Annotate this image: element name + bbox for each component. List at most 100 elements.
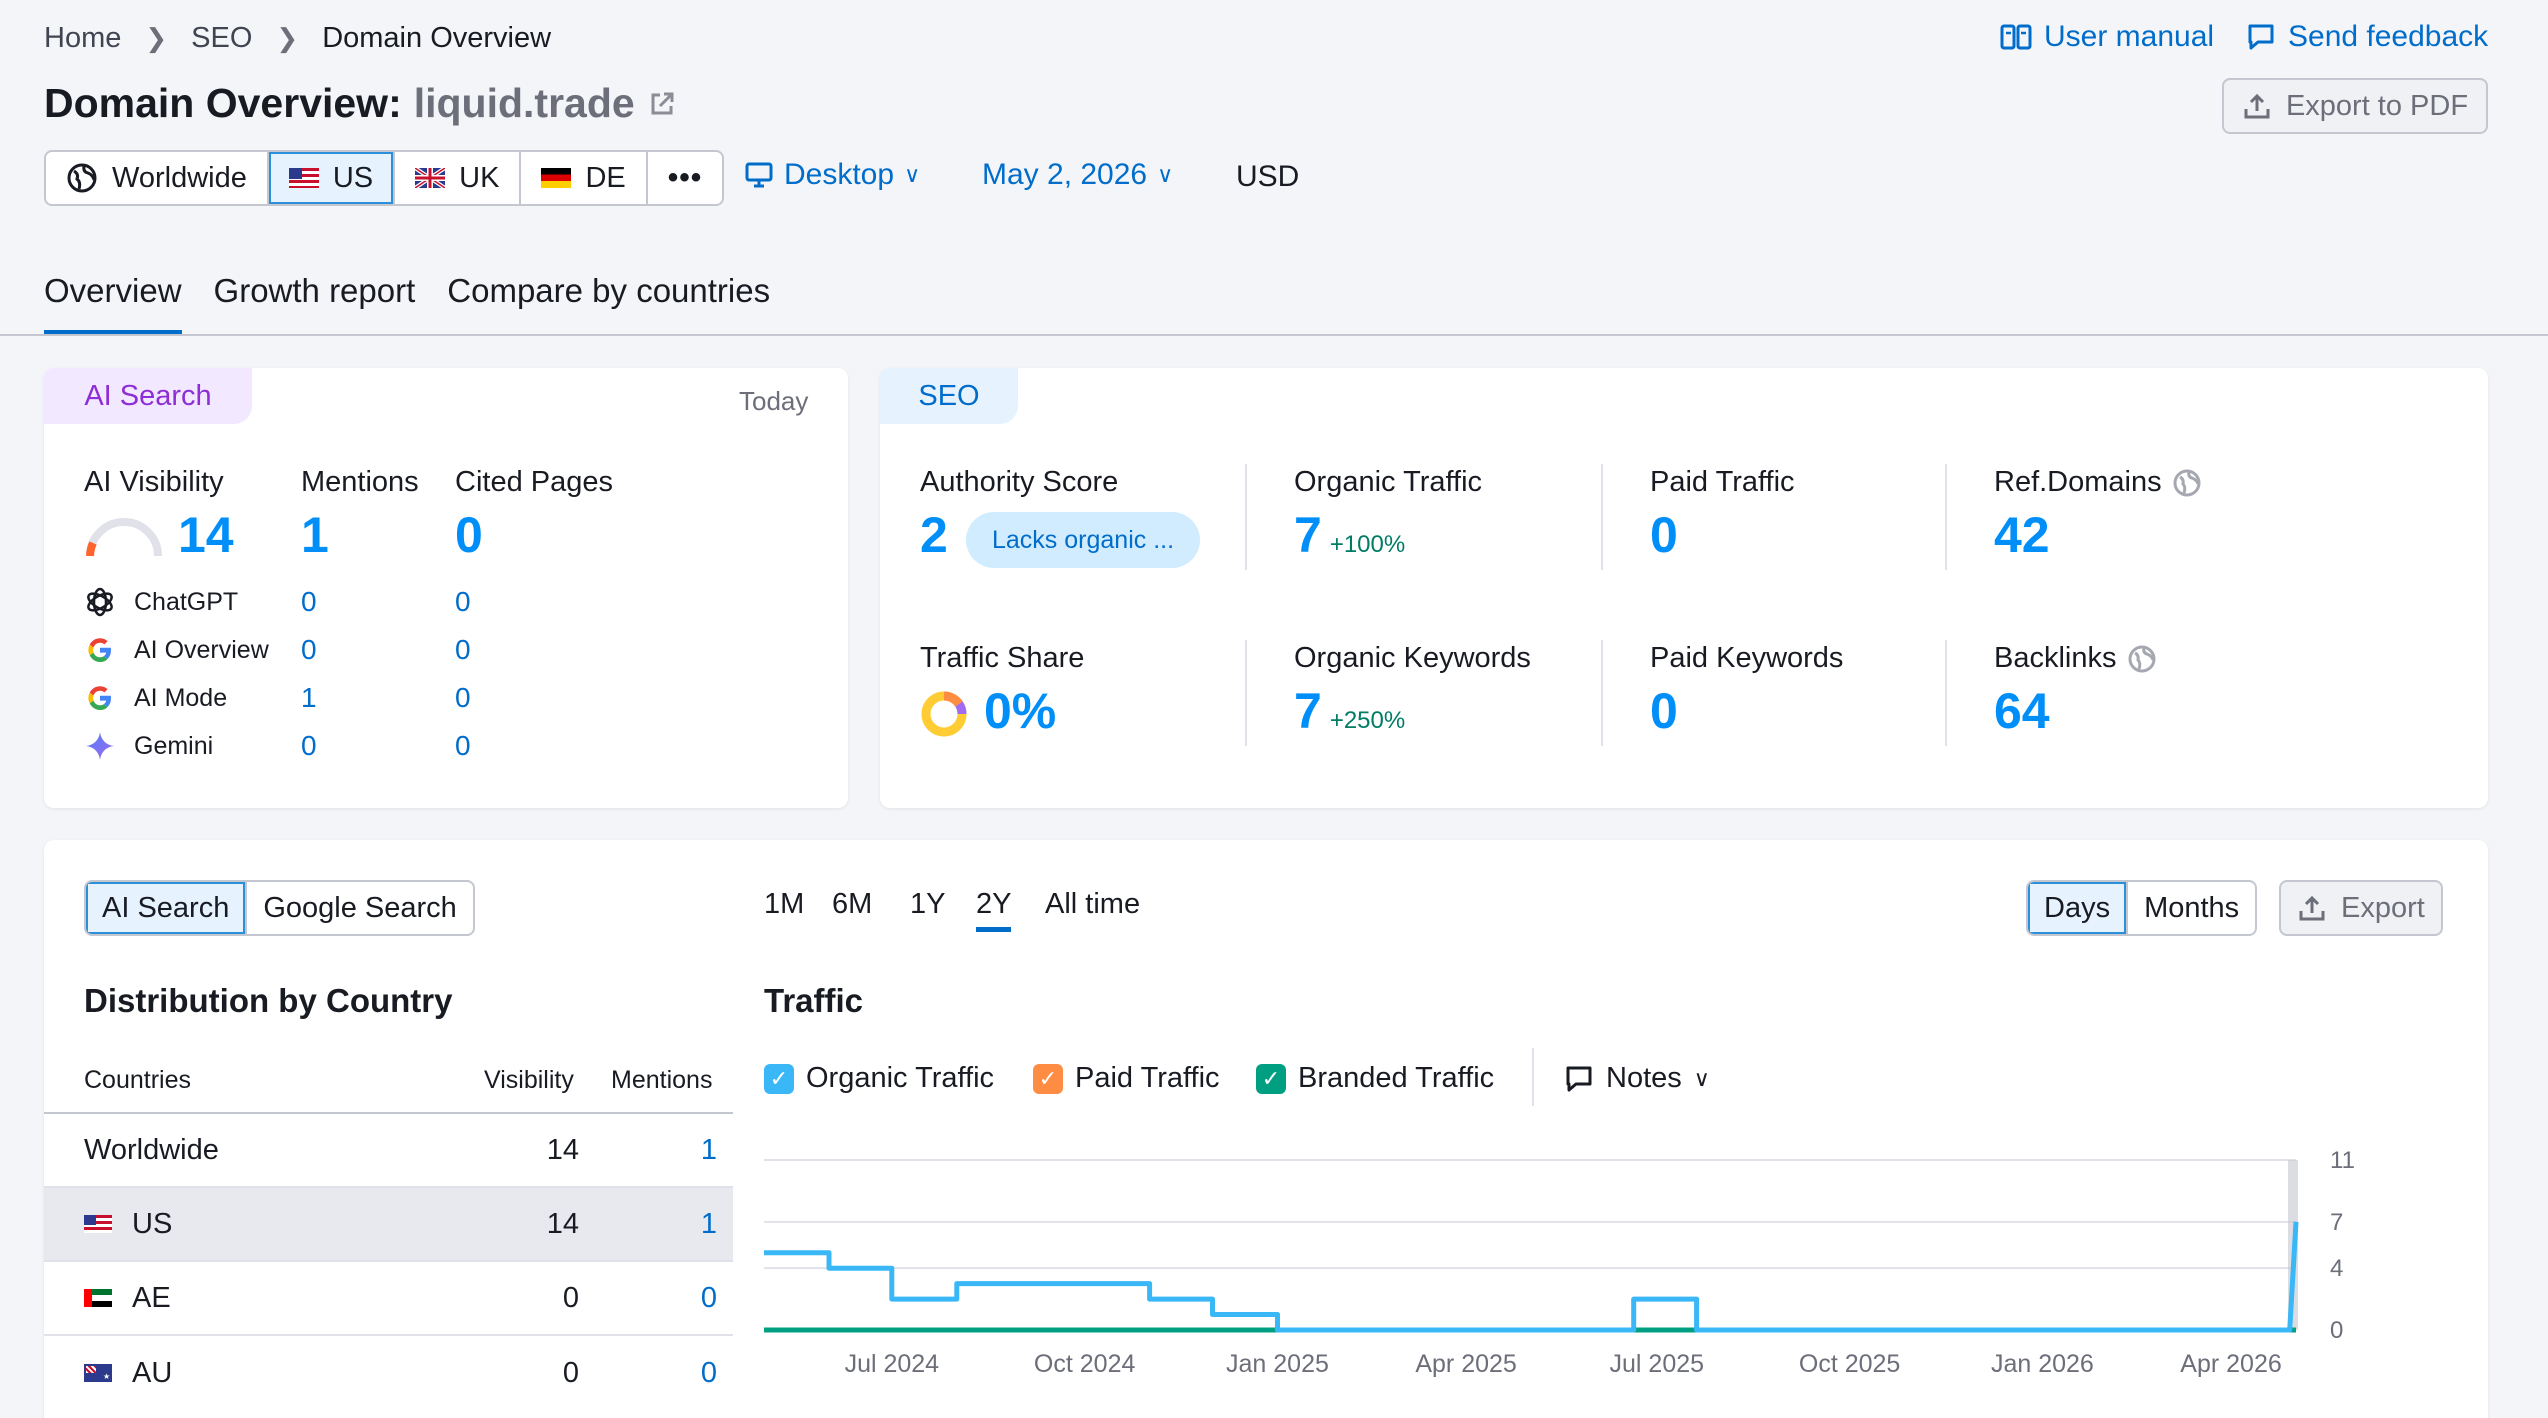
ai-overview-cited[interactable]: 0	[455, 634, 471, 665]
country-label: US	[332, 161, 374, 194]
currency-label: USD	[1236, 160, 1300, 193]
distribution-title: Distribution by Country	[84, 982, 453, 1019]
export-button[interactable]: Export	[2279, 880, 2443, 936]
x-tick-label: Jan 2025	[1226, 1350, 1329, 1378]
divider	[1601, 464, 1603, 570]
breadcrumb-home[interactable]: Home	[44, 22, 122, 54]
notes-dropdown[interactable]: Notes ∨	[1564, 1062, 1710, 1095]
ai-visibility-value[interactable]: 14	[178, 507, 234, 563]
tab-compare-by-countries[interactable]: Compare by countries	[447, 272, 771, 309]
divider	[1245, 640, 1247, 746]
cited-pages-value[interactable]: 0	[455, 507, 483, 563]
seo-tag: SEO	[880, 368, 1018, 424]
chatgpt-mentions[interactable]: 0	[301, 586, 317, 617]
country-de-button[interactable]: DE	[521, 152, 648, 204]
organic-keywords-value[interactable]: 7	[1294, 683, 1322, 739]
y-tick-label: 11	[2330, 1147, 2355, 1174]
table-row[interactable]: ★ AU 0 0	[44, 1336, 733, 1410]
more-countries-button[interactable]: •••	[648, 152, 723, 204]
row-mentions[interactable]: 0	[700, 1281, 717, 1314]
x-tick-label: Jan 2026	[1991, 1350, 2094, 1378]
ref-domains-value[interactable]: 42	[1994, 507, 2050, 563]
tab-growth-report[interactable]: Growth report	[213, 272, 416, 309]
traffic-share-donut-icon	[921, 691, 967, 737]
table-row[interactable]: AE 0 0	[44, 1262, 733, 1336]
range-1y[interactable]: 1Y	[910, 888, 946, 920]
x-tick-label: Apr 2026	[2180, 1350, 2281, 1378]
table-row[interactable]: Worldwide 14 1	[44, 1114, 733, 1188]
range-all-time[interactable]: All time	[1045, 888, 1141, 920]
organic-traffic-label: Organic Traffic	[1294, 466, 1483, 498]
chevron-down-icon: ∨	[1693, 1065, 1710, 1091]
divider	[1601, 640, 1603, 746]
country-uk-button[interactable]: UK	[395, 152, 522, 204]
mentions-value[interactable]: 1	[301, 507, 329, 563]
ai-mode-mentions[interactable]: 1	[301, 682, 317, 713]
organic-traffic-value[interactable]: 7	[1294, 507, 1322, 563]
date-dropdown[interactable]: May 2, 2026 ∨	[982, 158, 1173, 192]
send-feedback-label: Send feedback	[2288, 20, 2489, 53]
page-title-prefix: Domain Overview:	[44, 80, 402, 126]
organic-keywords-label: Organic Keywords	[1294, 642, 1531, 674]
platform-name: AI Overview	[134, 635, 269, 664]
source-google-search-button[interactable]: Google Search	[263, 891, 457, 924]
country-us-button[interactable]: US	[268, 152, 396, 204]
legend-label: Branded Traffic	[1298, 1062, 1495, 1094]
legend-paid-traffic[interactable]: ✓ Paid Traffic	[1033, 1062, 1220, 1095]
paid-traffic-value[interactable]: 0	[1650, 507, 1678, 563]
row-mentions[interactable]: 0	[700, 1356, 717, 1389]
row-mentions[interactable]: 1	[700, 1133, 717, 1166]
granularity-toggle: Days Months	[2026, 880, 2258, 936]
message-icon	[2248, 24, 2274, 50]
lacks-organic-badge[interactable]: Lacks organic ...	[966, 512, 1201, 568]
main-tabs: Overview Growth report Compare by countr…	[44, 272, 770, 335]
country-worldwide-button[interactable]: Worldwide	[46, 152, 269, 204]
device-label: Desktop	[784, 158, 895, 191]
source-toggle: AI Search Google Search	[84, 880, 475, 936]
globe-icon	[67, 163, 97, 193]
platform-name: ChatGPT	[134, 587, 239, 616]
y-tick-label: 7	[2330, 1209, 2343, 1236]
user-manual-link[interactable]: User manual	[2000, 20, 2214, 54]
source-ai-search-button[interactable]: AI Search	[86, 882, 248, 934]
export-pdf-button[interactable]: Export to PDF	[2222, 78, 2488, 134]
platform-row-gemini: Gemini	[84, 730, 213, 762]
tab-overview[interactable]: Overview	[44, 272, 182, 335]
legend-branded-traffic[interactable]: ✓ Branded Traffic	[1256, 1062, 1494, 1095]
au-flag-icon: ★	[84, 1364, 112, 1382]
row-country: AE	[132, 1281, 171, 1314]
granularity-days-button[interactable]: Days	[2028, 882, 2129, 934]
external-link-icon[interactable]	[647, 89, 677, 119]
table-row[interactable]: US 14 1	[44, 1188, 733, 1262]
col-visibility[interactable]: Visibility	[484, 1066, 574, 1094]
ai-overview-mentions[interactable]: 0	[301, 634, 317, 665]
legend-divider	[1532, 1048, 1534, 1106]
backlinks-label-row: Backlinks	[1994, 642, 2157, 675]
legend-organic-traffic[interactable]: ✓ Organic Traffic	[764, 1062, 994, 1095]
today-label: Today	[739, 386, 809, 416]
paid-keywords-value[interactable]: 0	[1650, 683, 1678, 739]
send-feedback-link[interactable]: Send feedback	[2246, 20, 2488, 54]
checkbox-checked-icon: ✓	[764, 1063, 794, 1094]
traffic-share-value[interactable]: 0%	[984, 683, 1057, 739]
visibility-gauge-icon	[86, 518, 162, 557]
cited-pages-label: Cited Pages	[455, 466, 613, 498]
gemini-cited[interactable]: 0	[455, 730, 471, 761]
backlinks-value[interactable]: 64	[1994, 683, 2050, 739]
domain-link[interactable]: liquid.trade	[413, 80, 635, 126]
traffic-chart[interactable]: 0 4 7 11 Jul 2024 Oct 2024 Jan 2025 Apr 2025 Jul…	[740, 1140, 2380, 1418]
range-1m[interactable]: 1M	[764, 888, 805, 920]
authority-score-value[interactable]: 2	[920, 507, 948, 563]
device-dropdown[interactable]: Desktop ∨	[744, 158, 920, 192]
ai-search-tag: AI Search	[44, 368, 252, 424]
chatgpt-cited[interactable]: 0	[455, 586, 471, 617]
range-2y[interactable]: 2Y	[976, 888, 1012, 932]
range-6m[interactable]: 6M	[832, 888, 873, 920]
breadcrumb-seo[interactable]: SEO	[191, 22, 253, 54]
ai-mode-cited[interactable]: 0	[455, 682, 471, 713]
granularity-months-button[interactable]: Months	[2144, 891, 2240, 924]
col-mentions[interactable]: Mentions	[611, 1066, 713, 1094]
organic-traffic-metric: 7 +100%	[1294, 506, 1405, 564]
row-mentions[interactable]: 1	[700, 1207, 717, 1240]
gemini-mentions[interactable]: 0	[301, 730, 317, 761]
